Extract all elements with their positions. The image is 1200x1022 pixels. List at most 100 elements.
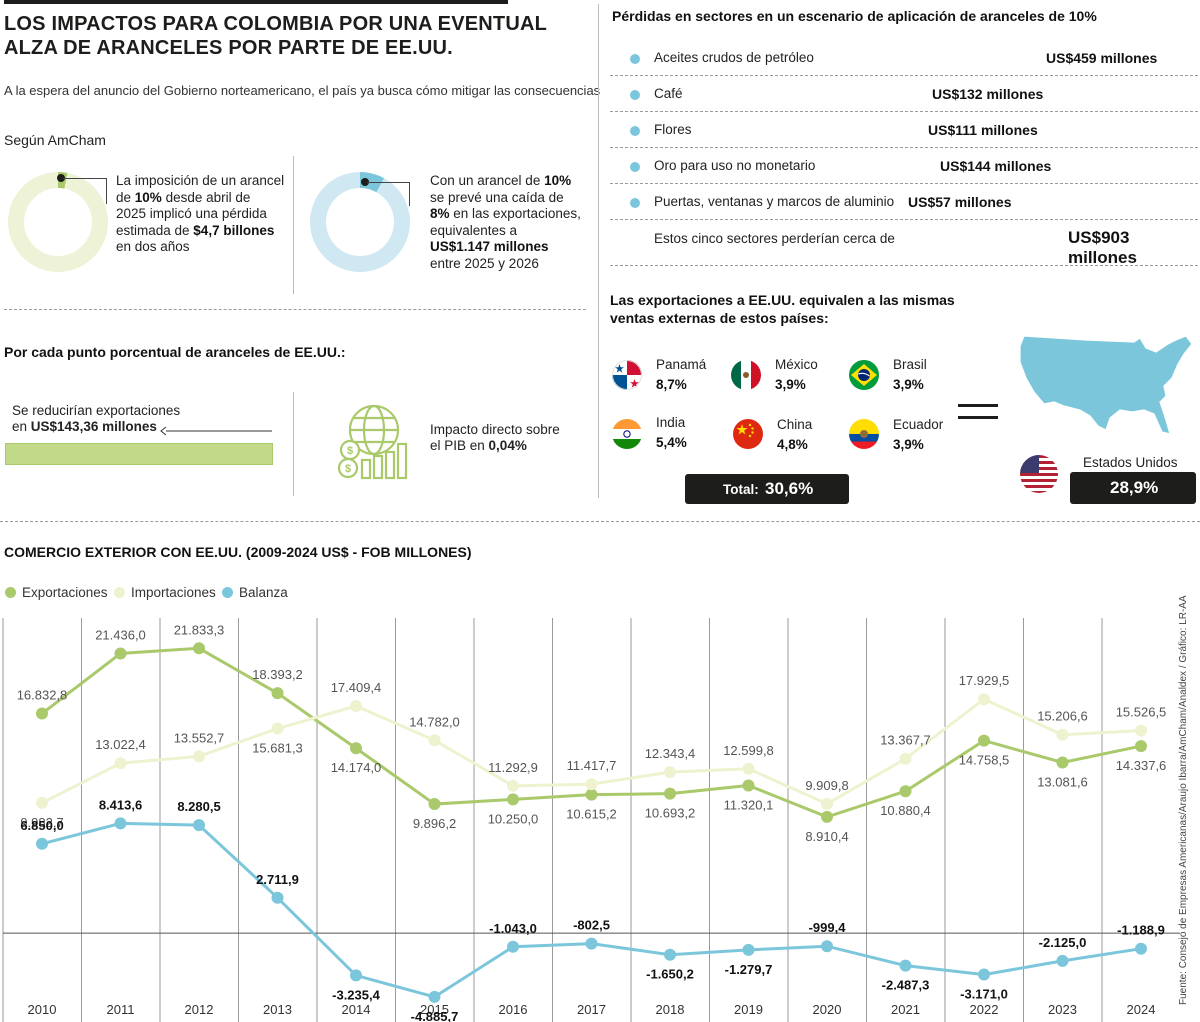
sector-total-value: US$903 millones bbox=[1068, 228, 1137, 267]
per-point-title: Por cada punto porcentual de aranceles d… bbox=[4, 344, 346, 360]
gdp-impact-line-1: Impacto directo sobre bbox=[430, 422, 560, 437]
country-percent: 3,9% bbox=[893, 437, 924, 452]
data-point bbox=[664, 787, 676, 800]
exports-donut-marker bbox=[361, 178, 369, 186]
data-label: 10.880,4 bbox=[880, 803, 931, 818]
data-point bbox=[1135, 724, 1147, 737]
gdp-impact-line-2: el PIB en 0,04% bbox=[430, 438, 527, 453]
equals-icon bbox=[958, 404, 998, 420]
data-point bbox=[271, 891, 284, 904]
countries-title-line-2: ventas externas de estos países: bbox=[610, 310, 829, 326]
sector-value: US$459 millones bbox=[1046, 50, 1158, 66]
x-tick-label: 2020 bbox=[813, 1002, 842, 1017]
data-label: 18.393,2 bbox=[252, 667, 303, 682]
exports-stat-line-2: se prevé una caída de bbox=[430, 189, 564, 205]
loss-stat-text: La imposición de un arancel de 10% desde… bbox=[116, 173, 286, 256]
panama-flag-icon bbox=[612, 360, 642, 390]
main-divider bbox=[598, 4, 599, 498]
loss-stat-line-1: La imposición de un arancel bbox=[116, 173, 285, 188]
gdp-impact-text: Impacto directo sobre el PIB en 0,04% bbox=[430, 422, 560, 454]
data-point bbox=[271, 722, 284, 735]
data-point bbox=[1135, 942, 1147, 955]
data-point bbox=[193, 642, 205, 655]
data-point bbox=[664, 948, 676, 961]
data-point bbox=[350, 969, 362, 982]
countries-title: Las exportaciones a EE.UU. equivalen a l… bbox=[610, 291, 955, 327]
legend-dot-icon bbox=[5, 587, 16, 598]
data-label: 21.833,3 bbox=[174, 622, 225, 637]
legend-dot-icon bbox=[114, 587, 125, 598]
loss-donut-leader bbox=[63, 178, 106, 179]
data-label: 14.174,0 bbox=[331, 760, 382, 775]
data-point bbox=[978, 734, 990, 747]
x-tick-label: 2013 bbox=[263, 1002, 292, 1017]
sector-bullet-icon bbox=[630, 162, 640, 172]
data-label: 10.250,0 bbox=[488, 811, 539, 826]
usa-value: 28,9% bbox=[1110, 478, 1159, 497]
headline-line-1: LOS IMPACTOS PARA COLOMBIA POR UNA EVENT… bbox=[4, 13, 548, 35]
headline: LOS IMPACTOS PARA COLOMBIA POR UNA EVENT… bbox=[4, 12, 564, 60]
x-tick-label: 2022 bbox=[970, 1002, 999, 1017]
data-label: 9.982,7 bbox=[20, 815, 63, 830]
data-label: 11.320,1 bbox=[724, 797, 774, 812]
legend-item-balance: Balanza bbox=[222, 585, 288, 600]
exports-reduction-text: Se reducirían exportaciones en US$143,36… bbox=[12, 403, 180, 435]
sector-total-row: Estos cinco sectores perderían cerca de … bbox=[610, 220, 1198, 267]
data-label: 13.552,7 bbox=[174, 730, 225, 745]
data-label: 9.896,2 bbox=[413, 816, 456, 831]
legend-dot-icon bbox=[222, 587, 233, 598]
sector-name: Café bbox=[654, 86, 683, 101]
x-tick-label: 2011 bbox=[107, 1002, 135, 1017]
usa-value-badge: 28,9% bbox=[1070, 472, 1196, 504]
usa-flag-icon bbox=[1020, 455, 1058, 493]
data-label: -1.188,9 bbox=[1117, 923, 1165, 938]
legend-item-exports: Exportaciones bbox=[5, 585, 108, 600]
data-point bbox=[664, 766, 676, 779]
data-label: -1.279,7 bbox=[725, 962, 773, 977]
data-label: 14.782,0 bbox=[409, 714, 460, 729]
data-point bbox=[742, 943, 755, 956]
data-label: 12.343,4 bbox=[645, 746, 696, 761]
usa-label: Estados Unidos bbox=[1083, 455, 1178, 470]
data-point bbox=[1056, 756, 1069, 769]
x-tick-label: 2016 bbox=[499, 1002, 528, 1017]
x-tick-label: 2021 bbox=[891, 1002, 920, 1017]
data-label: 16.832,8 bbox=[17, 688, 68, 703]
data-label: 10.693,2 bbox=[645, 806, 696, 821]
sector-total-label: Estos cinco sectores perderían cerca de bbox=[654, 231, 895, 246]
exports-stat-line-1: Con un arancel de 10% bbox=[430, 173, 572, 188]
x-tick-label: 2019 bbox=[734, 1002, 763, 1017]
data-point bbox=[507, 779, 519, 792]
data-label: 15.206,6 bbox=[1037, 709, 1088, 724]
globe-dollar-bars-icon: $ $ bbox=[334, 400, 414, 482]
data-label: 21.436,0 bbox=[95, 627, 146, 642]
data-label: 15.526,5 bbox=[1116, 705, 1167, 720]
data-point bbox=[1135, 740, 1147, 753]
country-percent: 3,9% bbox=[893, 377, 924, 392]
sector-bullet-icon bbox=[630, 126, 640, 136]
sector-bullet-icon bbox=[630, 90, 640, 100]
data-point bbox=[585, 937, 598, 950]
country-name: Brasil bbox=[893, 357, 927, 372]
data-point bbox=[428, 798, 441, 811]
sector-value: US$111 millones bbox=[928, 122, 1038, 138]
section-bottom-rule bbox=[0, 521, 1200, 522]
data-point bbox=[507, 940, 519, 953]
data-point bbox=[821, 797, 833, 810]
country-name: China bbox=[777, 417, 813, 432]
country-name: Ecuador bbox=[893, 417, 944, 432]
country-name: Panamá bbox=[656, 357, 707, 372]
countries-total-label: Total: bbox=[723, 482, 759, 497]
data-label: 8.910,4 bbox=[805, 829, 848, 844]
subtitle: A la espera del anuncio del Gobierno nor… bbox=[4, 83, 601, 98]
data-label: 17.409,4 bbox=[331, 680, 382, 695]
data-point bbox=[114, 647, 127, 660]
data-point bbox=[193, 750, 205, 763]
data-point bbox=[350, 700, 362, 713]
legend-label: Importaciones bbox=[131, 585, 216, 600]
data-label: 8.280,5 bbox=[177, 799, 220, 814]
data-label: -999,4 bbox=[809, 920, 847, 935]
data-point bbox=[821, 940, 833, 953]
amcham-bottom-rule bbox=[4, 309, 586, 310]
x-tick-label: 2024 bbox=[1127, 1002, 1156, 1017]
